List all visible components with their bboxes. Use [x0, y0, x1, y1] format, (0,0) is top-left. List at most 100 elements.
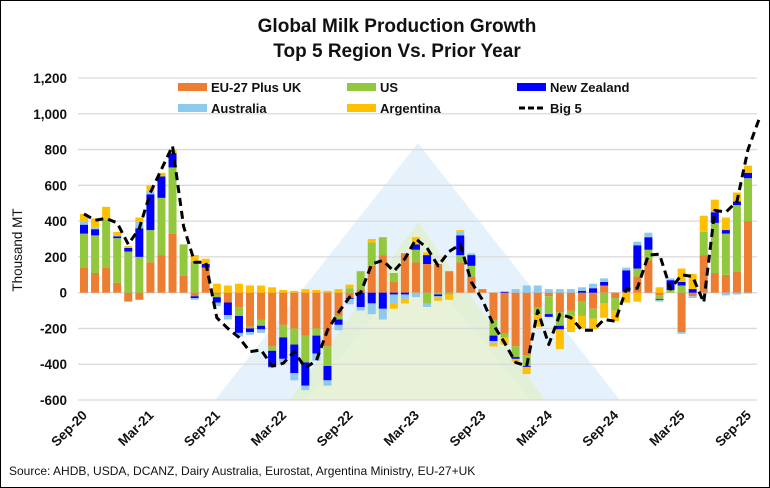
bar-segment-eu-27-plus-uk	[312, 292, 321, 329]
bar-segment-new-zealand	[113, 236, 122, 239]
y-tick-label: -200	[40, 321, 67, 336]
bar-segment-new-zealand	[688, 289, 697, 293]
y-tick-label: 600	[44, 178, 67, 193]
bar-segment-new-zealand	[124, 247, 133, 252]
bar-segment-australia	[212, 302, 221, 307]
bar-segment-argentina	[389, 303, 398, 309]
bar-segment-eu-27-plus-uk	[699, 255, 708, 293]
bar-segment-argentina	[334, 289, 343, 293]
bar-segment-argentina	[434, 297, 443, 301]
bar-segment-us	[234, 306, 243, 316]
bar-segment-us	[566, 310, 575, 316]
bar-segment-eu-27-plus-uk	[279, 292, 288, 325]
bar-segment-eu-27-plus-uk	[478, 289, 487, 293]
legend-swatch	[517, 83, 546, 91]
bar-segment-eu-27-plus-uk	[378, 255, 387, 293]
bar-segment-new-zealand	[323, 366, 332, 381]
legend-label: Argentina	[380, 101, 441, 116]
bar-segment-australia	[578, 287, 586, 291]
bar-segment-argentina	[511, 358, 520, 362]
bar-segment-us	[389, 272, 398, 282]
bar-segment-argentina	[290, 290, 299, 293]
x-tick-label: Mar-25	[646, 407, 688, 449]
bar-segment-new-zealand	[633, 245, 642, 269]
y-tick-label: 400	[44, 214, 67, 229]
bar-segment-new-zealand	[500, 291, 509, 293]
bar-segment-australia	[257, 329, 266, 333]
bar-segment-australia	[146, 190, 155, 195]
bar-segment-argentina	[135, 217, 144, 222]
bar-segment-us	[179, 244, 188, 276]
bar-segment-argentina	[345, 284, 354, 289]
bar-segment-australia	[655, 299, 664, 302]
bar-segment-eu-27-plus-uk	[456, 262, 465, 293]
bar-segment-new-zealand	[312, 335, 321, 354]
bar-segment-australia	[666, 278, 675, 281]
y-tick-label: -600	[40, 393, 67, 408]
bar-segment-argentina	[102, 206, 111, 220]
bar-segment-argentina	[589, 318, 598, 330]
bar-segment-eu-27-plus-uk	[732, 271, 741, 293]
watermark-inner-triangle	[290, 222, 545, 400]
bar-segment-argentina	[699, 215, 708, 232]
bar-segment-new-zealand	[389, 292, 398, 295]
bar-segment-new-zealand	[190, 296, 199, 299]
bar-segment-eu-27-plus-uk	[201, 267, 210, 293]
bar-segment-eu-27-plus-uk	[555, 292, 564, 313]
bar-segment-eu-27-plus-uk	[489, 292, 498, 320]
bar-segment-new-zealand	[356, 292, 365, 307]
bar-segment-australia	[699, 292, 708, 294]
legend-label: Big 5	[550, 101, 582, 116]
bar-segment-new-zealand	[744, 172, 752, 179]
x-tick-label: Sep-21	[181, 407, 223, 449]
bar-segment-eu-27-plus-uk	[644, 260, 653, 293]
bar-segment-eu-27-plus-uk	[566, 292, 575, 311]
bar-segment-argentina	[113, 231, 122, 236]
bar-segment-new-zealand	[91, 229, 100, 236]
x-tick-label: Mar-24	[514, 407, 556, 449]
bar-segment-us	[699, 231, 708, 256]
bar-segment-australia	[589, 283, 598, 289]
bar-segment-argentina	[456, 230, 465, 232]
bar-segment-us	[434, 292, 443, 295]
legend-label: US	[380, 80, 398, 95]
bar-segment-us	[423, 292, 432, 304]
bar-segment-argentina	[721, 217, 730, 231]
bar-segment-argentina	[555, 329, 564, 350]
bar-segment-australia	[423, 303, 432, 307]
bar-segment-argentina	[489, 342, 498, 347]
bar-segment-eu-27-plus-uk	[578, 292, 586, 302]
bar-segment-eu-27-plus-uk	[91, 272, 100, 293]
bar-segment-us	[257, 319, 266, 326]
bar-segment-argentina	[600, 303, 609, 318]
bar-segment-us	[412, 249, 420, 263]
bar-segment-australia	[367, 303, 376, 315]
bar-segment-eu-27-plus-uk	[268, 292, 277, 347]
bar-segment-australia	[489, 340, 498, 343]
legend-label: New Zealand	[550, 80, 630, 95]
legend: EU-27 Plus UK US New Zealand Australia Argen…	[178, 80, 630, 116]
bar-segment-eu-27-plus-uk	[721, 274, 730, 293]
bar-segment-eu-27-plus-uk	[246, 292, 254, 327]
bar-segment-argentina	[522, 366, 531, 375]
bar-segment-us	[168, 167, 177, 234]
bar-segment-new-zealand	[677, 281, 686, 286]
bar-segment-us	[655, 295, 664, 299]
bar-segment-argentina	[212, 283, 221, 293]
bar-segment-new-zealand	[600, 281, 609, 286]
bar-segment-new-zealand	[257, 325, 266, 330]
legend-swatch	[178, 104, 207, 112]
bar-segment-australia	[677, 332, 686, 334]
x-tick-label: Mar-23	[381, 407, 423, 449]
bar-segment-us	[279, 324, 288, 338]
y-tick-labels: 1,200 1,000 800 600 400 200 0 -200 -400 -600	[33, 71, 67, 408]
bar-segment-new-zealand	[234, 315, 243, 333]
bar-segment-new-zealand	[423, 255, 432, 265]
bar-segment-argentina	[201, 258, 210, 265]
bar-segment-us	[190, 261, 199, 293]
bar-segment-argentina	[80, 213, 88, 222]
bar-segment-new-zealand	[367, 292, 376, 304]
bar-segment-argentina	[611, 310, 620, 322]
bar-segment-us	[589, 308, 598, 319]
legend-swatch	[347, 83, 376, 91]
